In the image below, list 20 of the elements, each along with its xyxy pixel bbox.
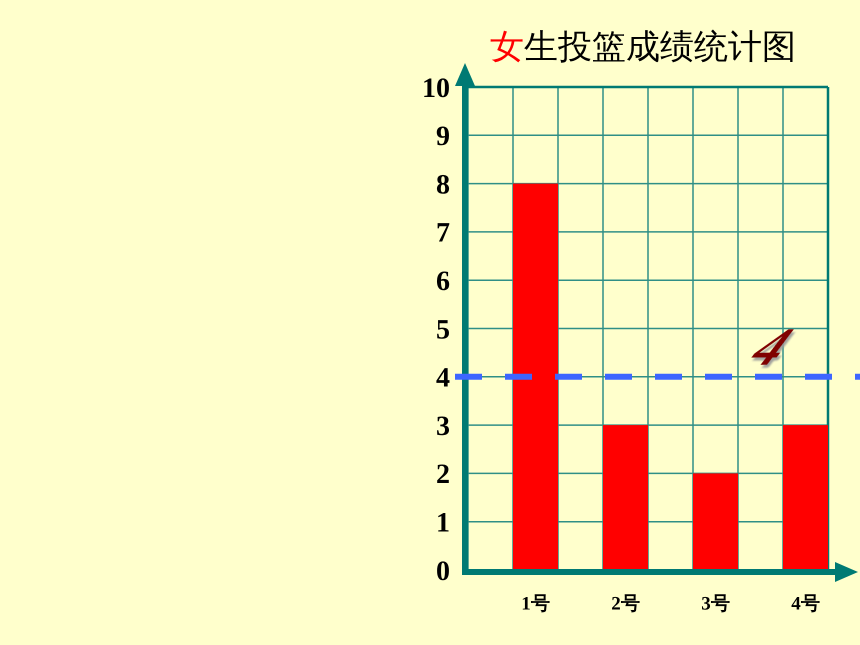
bar bbox=[783, 425, 828, 570]
y-tick-label: 9 bbox=[436, 121, 450, 152]
y-tick-label: 1 bbox=[436, 508, 450, 538]
y-tick-label: 10 bbox=[422, 72, 450, 104]
chart-title: 女生投篮成绩统计图 bbox=[490, 28, 796, 66]
x-tick-label: 4号 bbox=[791, 594, 820, 615]
y-tick-label: 2 bbox=[436, 459, 450, 490]
y-tick-label: 5 bbox=[436, 314, 450, 346]
y-tick-label: 4 bbox=[436, 362, 450, 394]
bar bbox=[603, 425, 648, 570]
bar bbox=[513, 184, 558, 570]
x-tick-label: 2号 bbox=[611, 594, 640, 615]
y-tick-label: 0 bbox=[436, 556, 450, 587]
y-tick-label: 6 bbox=[436, 266, 450, 297]
y-tick-label: 7 bbox=[436, 218, 450, 249]
y-tick-label: 8 bbox=[436, 169, 450, 200]
x-tick-label: 1号 bbox=[521, 594, 550, 615]
y-tick-label: 3 bbox=[436, 410, 450, 442]
x-tick-label: 3号 bbox=[701, 594, 730, 615]
bar bbox=[693, 473, 738, 570]
